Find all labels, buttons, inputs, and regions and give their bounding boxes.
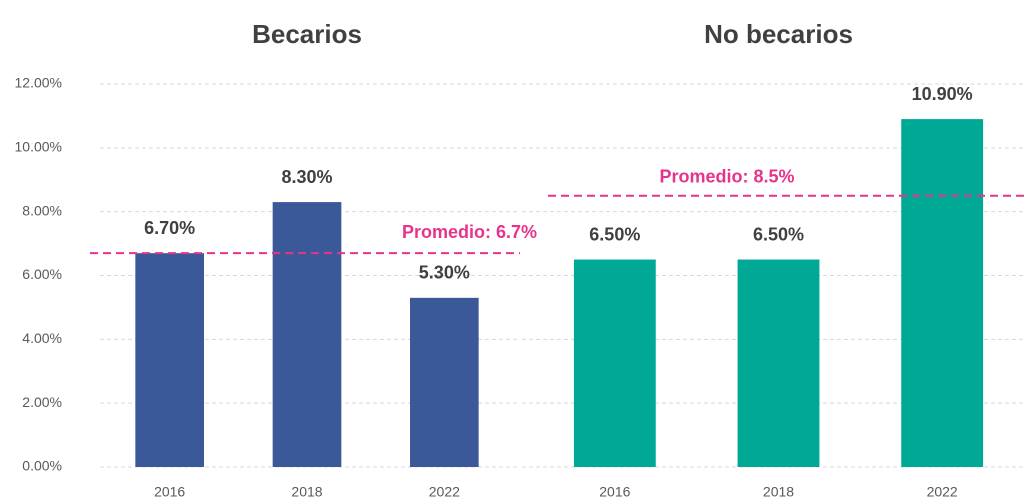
y-tick-label: 8.00%	[22, 202, 62, 218]
x-tick-label: 2018	[291, 484, 322, 500]
y-tick-label: 10.00%	[15, 139, 62, 155]
average-label: Promedio: 8.5%	[659, 166, 794, 186]
bar	[573, 259, 656, 467]
bar	[135, 253, 204, 467]
y-tick-label: 0.00%	[22, 458, 62, 474]
chart-title: Becarios	[252, 19, 362, 49]
x-tick-label: 2018	[763, 484, 794, 500]
y-tick-label: 4.00%	[22, 330, 62, 346]
x-tick-label: 2016	[599, 484, 630, 500]
bar	[410, 297, 479, 467]
bar	[901, 119, 984, 467]
value-label: 6.70%	[144, 218, 195, 238]
x-tick-label: 2016	[154, 484, 185, 500]
value-label: 6.50%	[589, 224, 640, 244]
chart-title: No becarios	[704, 19, 853, 49]
value-label: 5.30%	[419, 263, 470, 283]
bar	[737, 259, 820, 467]
bar	[272, 202, 342, 467]
y-tick-label: 6.00%	[22, 266, 62, 282]
average-label: Promedio: 6.7%	[402, 222, 537, 242]
x-tick-label: 2022	[429, 484, 460, 500]
value-label: 10.90%	[912, 84, 973, 104]
y-tick-label: 2.00%	[22, 394, 62, 410]
x-tick-label: 2022	[927, 484, 958, 500]
value-label: 6.50%	[753, 224, 804, 244]
value-label: 8.30%	[281, 167, 332, 187]
y-tick-label: 12.00%	[15, 75, 62, 91]
